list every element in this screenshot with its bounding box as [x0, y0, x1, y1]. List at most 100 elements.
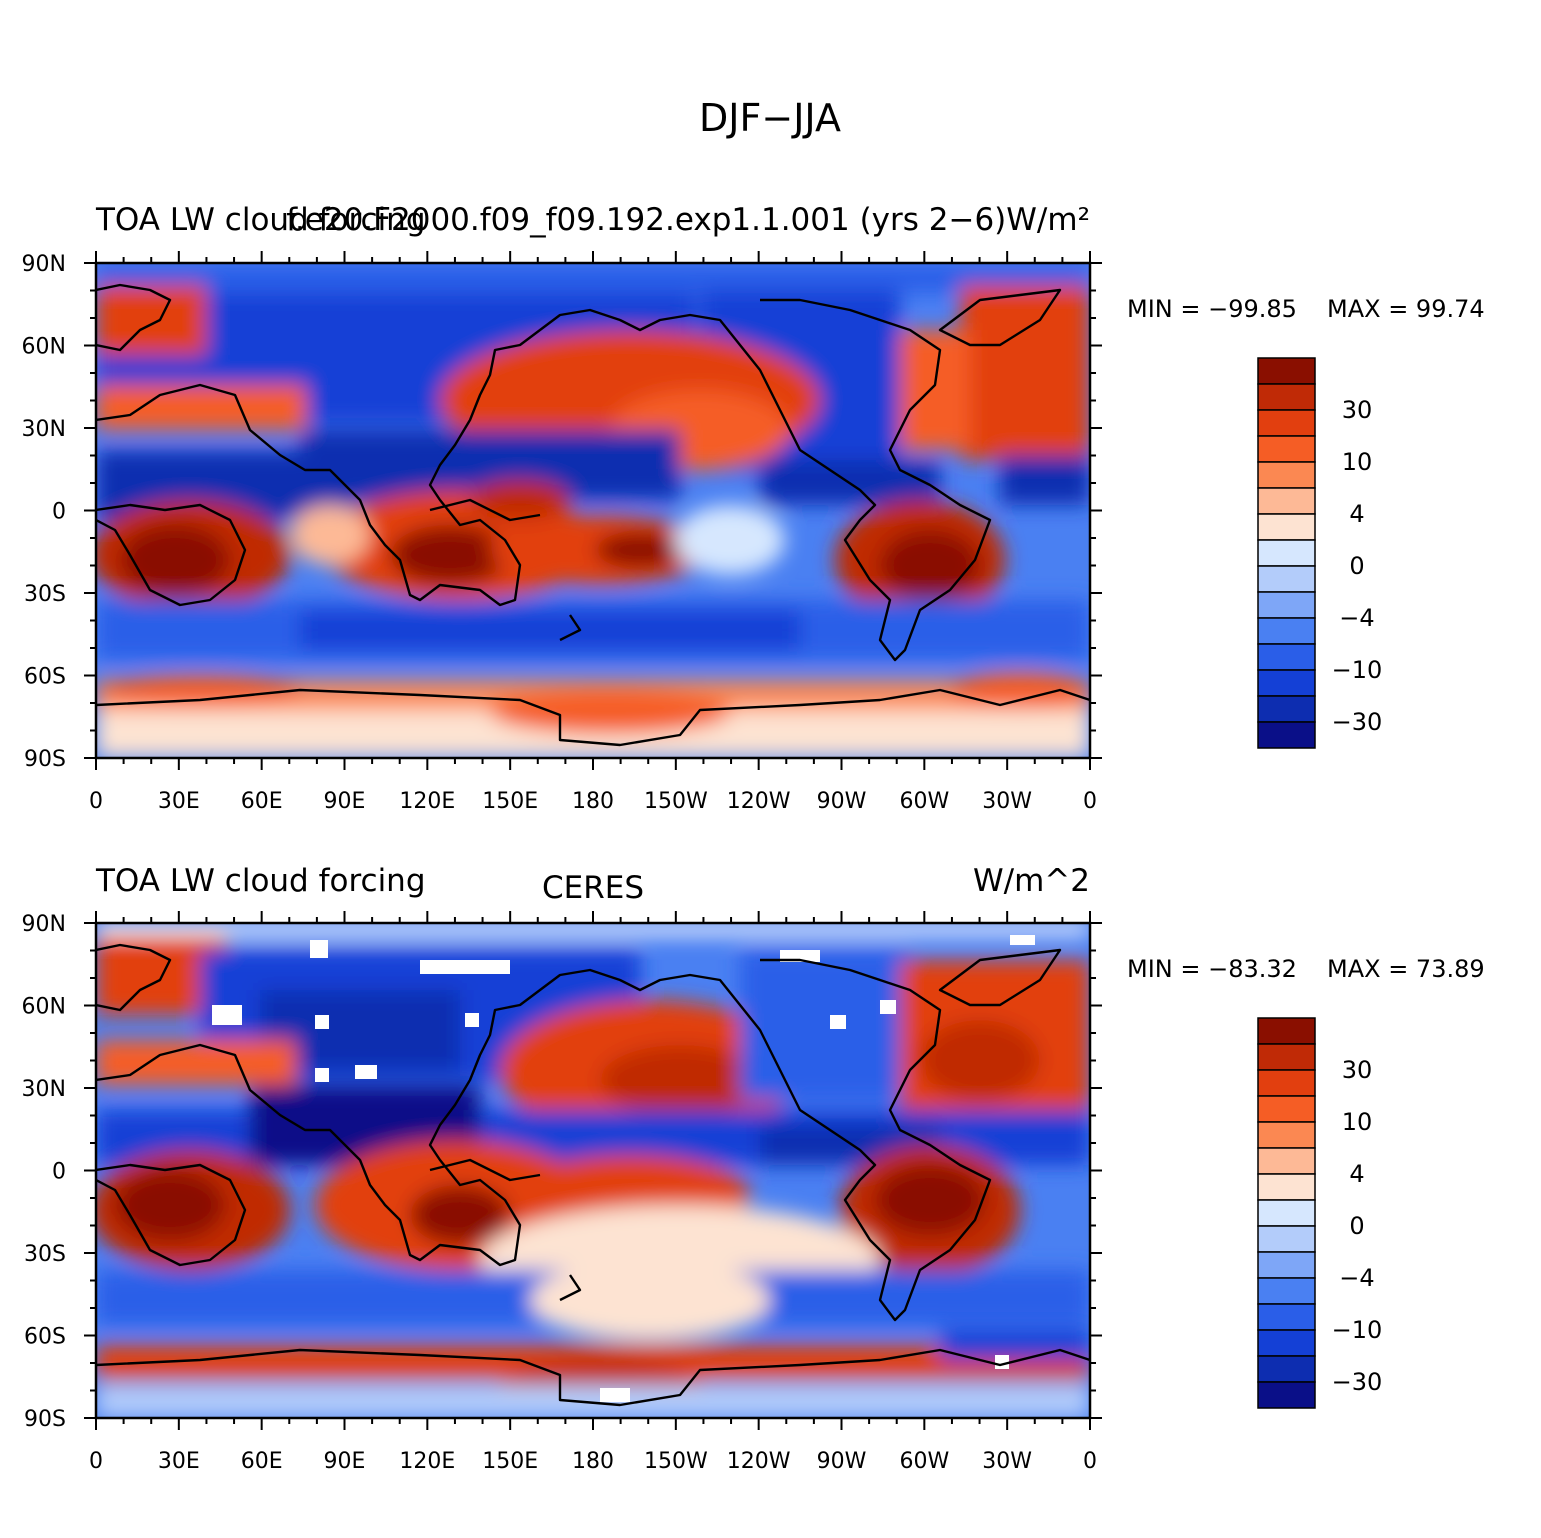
panel-obs-min-label: MIN = −83.32: [1127, 955, 1297, 983]
panel-model-colorbar-swatch: [1257, 643, 1316, 671]
panel-obs-lat-label: 30N: [22, 1077, 66, 1102]
panel-model-lat-label: 30N: [22, 417, 66, 442]
panel-model-colorbar-swatch: [1257, 383, 1316, 411]
panel-obs-lat-label: 90N: [22, 912, 66, 937]
panel-obs-lon-label: 120E: [399, 1449, 455, 1474]
panel-obs-missing-cells: [212, 935, 1035, 1402]
panel-model-colorbar-swatch: [1257, 617, 1316, 645]
panel-obs-lon-label: 30W: [982, 1449, 1032, 1474]
panel-model-lon-label: 30E: [158, 789, 200, 814]
panel-model-map: [96, 263, 1090, 758]
panel-model-min-label: MIN = −99.85: [1127, 295, 1297, 323]
panel-obs-map: [96, 923, 1090, 1418]
panel-model-lon-label: 150E: [482, 789, 538, 814]
panel-model-overlay-title: f.e20.F2000.f09_f09.192.exp1.1.001 (yrs …: [286, 202, 1090, 238]
panel-obs-lat-label: 90S: [24, 1407, 66, 1432]
panel-obs-left-title: TOA LW cloud forcing: [95, 863, 426, 899]
panel-model-lon-label: 60E: [241, 789, 283, 814]
panel-obs-colorbar-label: −10: [1332, 1316, 1383, 1344]
panel-model-lon-label: 0: [1083, 789, 1097, 814]
panel-obs-colorbar-swatch: [1257, 1173, 1316, 1201]
panel-model-lat-label: 30S: [24, 582, 66, 607]
panel-model-lon-label: 150W: [644, 789, 708, 814]
panel-obs-colorbar-label: 30: [1342, 1056, 1373, 1084]
panel-model-lat-label: 0: [52, 500, 66, 525]
panel-model-colorbar-label: 0: [1349, 552, 1364, 580]
panel-model-coastlines: [96, 283, 1090, 747]
panel-model-colorbar-swatch: [1257, 591, 1316, 619]
panel-obs-colorbar-swatch: [1257, 1017, 1316, 1045]
panel-obs-colorbar-swatch: [1257, 1251, 1316, 1279]
panel-model-max-label: MAX = 99.74: [1327, 295, 1485, 323]
panel-obs-colorbar-swatch: [1257, 1355, 1316, 1383]
panel-model-lon-label: 90E: [324, 789, 366, 814]
panel-obs-axes: 0 30E 60E 90E 120E 150E 180 150W 120W 90W 60W 30W 09…: [22, 911, 1102, 1474]
panel-model-colorbar: 30 10 4 0 −4 −10 −30: [1257, 357, 1383, 749]
panel-obs-colorbar-swatch: [1257, 1277, 1316, 1305]
panel-obs-lon-label: 150E: [482, 1449, 538, 1474]
panel-model-lon-label: 120E: [399, 789, 455, 814]
panel-model-lat-label: 60N: [22, 335, 66, 360]
panel-model-lon-label: 0: [89, 789, 103, 814]
panel-obs-colorbar-label: −4: [1339, 1264, 1374, 1292]
panel-obs-field: [96, 923, 1090, 1418]
panel-obs-lon-label: 30E: [158, 1449, 200, 1474]
panel-obs-lat-label: 60N: [22, 995, 66, 1020]
panel-obs-colorbar-label: 10: [1342, 1108, 1373, 1136]
figure-title: DJF−JJA: [699, 96, 841, 140]
panel-obs-max-label: MAX = 73.89: [1327, 955, 1485, 983]
panel-obs-lat-label: 60S: [24, 1325, 66, 1350]
panel-obs-lon-label: 150W: [644, 1449, 708, 1474]
panel-model-lat-label: 90S: [24, 747, 66, 772]
panel-obs-colorbar-label: 4: [1349, 1160, 1364, 1188]
panel-model-colorbar-label: 30: [1342, 396, 1373, 424]
panel-model-colorbar-swatch: [1257, 435, 1316, 463]
panel-model-colorbar-swatch: [1257, 357, 1316, 385]
panel-obs-colorbar-swatch: [1257, 1199, 1316, 1227]
panel-obs-lon-label: 120W: [727, 1449, 791, 1474]
panel-model-lon-label: 180: [572, 789, 614, 814]
panel-model-axes: 0 30E 60E 90E 120E 150E 180 150W 120W 90W 60W 30W 09…: [22, 251, 1102, 814]
panel-obs-colorbar-swatch: [1257, 1225, 1316, 1253]
panel-model-colorbar-swatch: [1257, 461, 1316, 489]
panel-model-colorbar-swatch: [1257, 539, 1316, 567]
panel-obs-colorbar-swatch: [1257, 1043, 1316, 1071]
panel-obs-colorbar-swatch: [1257, 1121, 1316, 1149]
panel-obs-colorbar-swatch: [1257, 1069, 1316, 1097]
panel-obs-lat-label: 0: [52, 1160, 66, 1185]
panel-model-colorbar-label: −30: [1332, 708, 1383, 736]
panel-obs-lon-label: 60W: [899, 1449, 949, 1474]
panel-model-lon-label: 30W: [982, 789, 1032, 814]
panel-obs-colorbar-label: 0: [1349, 1212, 1364, 1240]
panel-model-lon-label: 120W: [727, 789, 791, 814]
panel-model: TOA LW cloud forcing f.e20.F2000.f09_f09…: [22, 202, 1485, 814]
panel-obs-coastlines: [96, 943, 1090, 1407]
panel-model-lat-label: 90N: [22, 252, 66, 277]
panel-model-colorbar-swatch: [1257, 721, 1316, 749]
panel-model-colorbar-label: −10: [1332, 656, 1383, 684]
panel-model-lon-label: 60W: [899, 789, 949, 814]
panel-obs-lat-label: 30S: [24, 1242, 66, 1267]
panel-obs-lon-label: 180: [572, 1449, 614, 1474]
panel-model-colorbar-swatch: [1257, 669, 1316, 697]
panel-model-colorbar-label: 4: [1349, 500, 1364, 528]
panel-model-colorbar-label: −4: [1339, 604, 1374, 632]
panel-model-field: [96, 263, 1090, 758]
panel-model-colorbar-swatch: [1257, 409, 1316, 437]
panel-model-lon-label: 90W: [817, 789, 867, 814]
panel-obs-colorbar-swatch: [1257, 1147, 1316, 1175]
panel-model-colorbar-swatch: [1257, 565, 1316, 593]
panel-obs-lon-label: 0: [1083, 1449, 1097, 1474]
panel-model-colorbar-swatch: [1257, 513, 1316, 541]
panel-obs-colorbar-swatch: [1257, 1329, 1316, 1357]
panel-obs-lon-label: 60E: [241, 1449, 283, 1474]
panel-model-colorbar-label: 10: [1342, 448, 1373, 476]
panel-obs-colorbar-swatch: [1257, 1095, 1316, 1123]
panel-model-colorbar-swatch: [1257, 695, 1316, 723]
panel-obs-colorbar-swatch: [1257, 1381, 1316, 1409]
panel-obs: TOA LW cloud forcing CERES W/m^2: [22, 863, 1485, 1474]
panel-obs-colorbar: 30 10 4 0 −4 −10 −30: [1257, 1017, 1383, 1409]
panel-obs-colorbar-swatch: [1257, 1303, 1316, 1331]
panel-obs-lon-label: 90W: [817, 1449, 867, 1474]
